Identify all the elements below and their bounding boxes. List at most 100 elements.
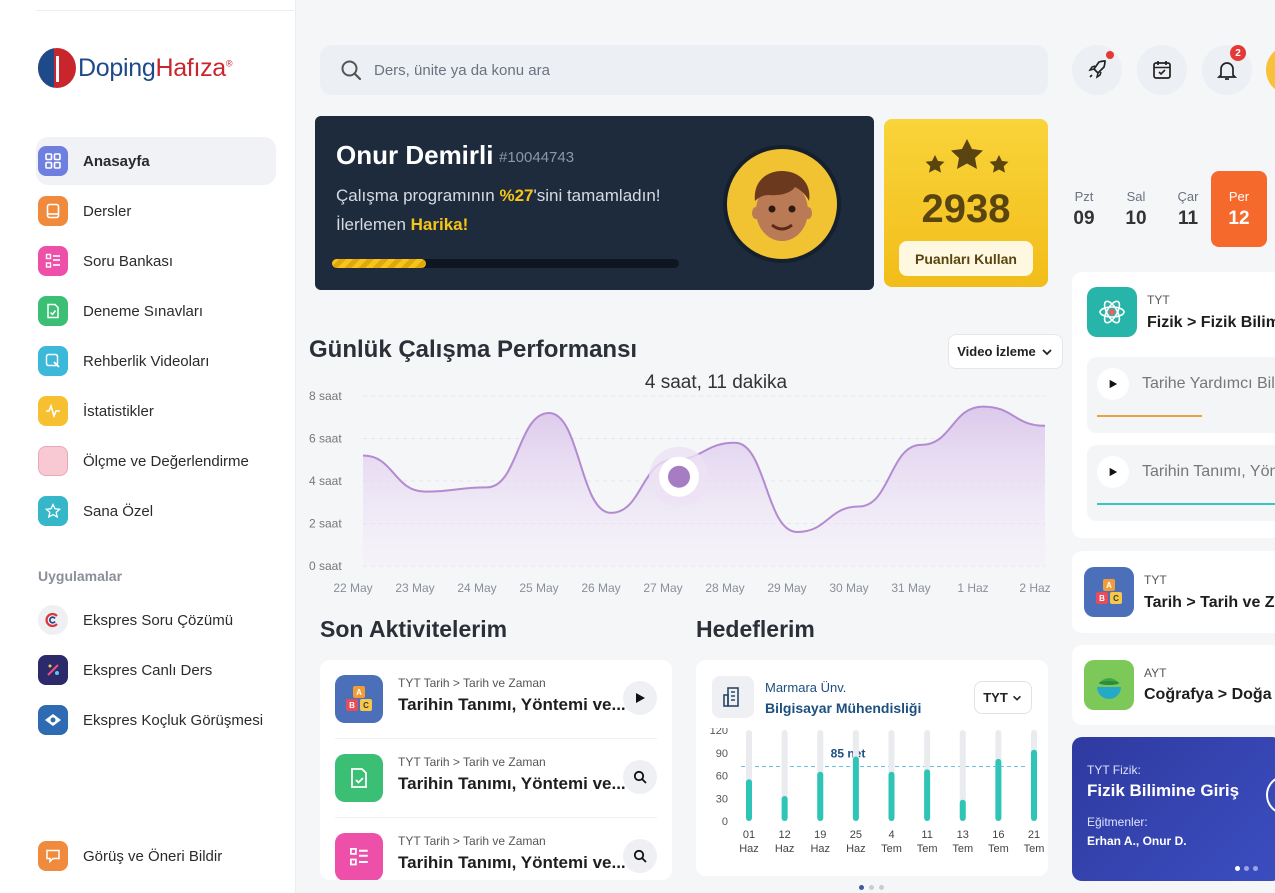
logo[interactable]: DopingHafıza® bbox=[38, 48, 233, 88]
message-icon bbox=[38, 841, 68, 871]
promo-dot[interactable] bbox=[1253, 866, 1258, 871]
date-item-selected[interactable]: Per 12 bbox=[1211, 171, 1267, 247]
search-input[interactable]: Ders, ünite ya da konu ara bbox=[374, 61, 550, 79]
y-tick-label: 6 saat bbox=[309, 432, 342, 446]
sidebar-app-ekspres-kocluk[interactable]: Ekspres Koçluk Görüşmesi bbox=[36, 696, 276, 744]
sidebar-item-dersler[interactable]: Dersler bbox=[36, 187, 276, 235]
sidebar: DopingHafıza® Anasayfa Dersler Soru Bank… bbox=[0, 0, 296, 893]
university-name: Marmara Ünv. bbox=[765, 680, 847, 695]
x-tick-label: Haz bbox=[810, 843, 830, 855]
apps-section-label: Uygulamalar bbox=[38, 568, 123, 584]
list-item[interactable]: TYT Tarih > Tarih ve Zaman Tarihin Tanım… bbox=[335, 754, 657, 816]
video-icon bbox=[38, 346, 68, 376]
list-item[interactable]: TYT Tarih > Tarih ve Zaman Tarihin Tanım… bbox=[335, 833, 657, 880]
sidebar-app-ekspres-soru-cozumu[interactable]: Ekspres Soru Çözümü bbox=[36, 596, 276, 644]
promo-play-button[interactable] bbox=[1266, 775, 1275, 815]
sidebar-item-label: Ekspres Koçluk Görüşmesi bbox=[83, 711, 264, 729]
search-icon bbox=[633, 770, 647, 784]
user-name: Onur Demirli bbox=[336, 140, 494, 170]
goals-card: Marmara Ünv. Bilgisayar Mühendisliği TYT… bbox=[696, 660, 1048, 876]
calendar-icon bbox=[1153, 61, 1171, 79]
sidebar-item-istatistikler[interactable]: İstatistikler bbox=[36, 387, 276, 435]
svg-text:B: B bbox=[349, 701, 355, 710]
sidebar-app-ekspres-canli-ders[interactable]: Ekspres Canlı Ders bbox=[36, 646, 276, 694]
promo-card[interactable]: TYT Fizik: Fizik Bilimine Giriş Eğitmenl… bbox=[1072, 737, 1275, 881]
divider bbox=[335, 738, 657, 739]
sidebar-item-soru-bankasi[interactable]: Soru Bankası bbox=[36, 237, 276, 285]
promo-dot[interactable] bbox=[1235, 866, 1240, 871]
sidebar-item-olcme-degerlendirme[interactable]: Ölçme ve Değerlendirme bbox=[36, 437, 276, 485]
x-tick-label: 31 May bbox=[891, 581, 930, 595]
video-title: Tarihe Yardımcı Bili bbox=[1142, 375, 1275, 392]
pager-dot-active[interactable] bbox=[859, 885, 864, 890]
progress-rating: İlerlemen Harika! bbox=[336, 215, 469, 234]
logo-text: DopingHafıza® bbox=[78, 53, 233, 82]
notifications-button[interactable]: 2 bbox=[1202, 45, 1252, 95]
document-check-icon bbox=[335, 754, 383, 802]
sidebar-item-label: Dersler bbox=[83, 202, 132, 220]
y-tick-label: 4 saat bbox=[309, 474, 342, 488]
x-tick-label: 4 bbox=[888, 829, 894, 841]
video-title: Tarihin Tanımı, Yön bbox=[1142, 463, 1275, 480]
stars-icon bbox=[922, 137, 1012, 188]
profile-card: Onur Demirli #10044743 Çalışma programın… bbox=[315, 116, 874, 290]
user-avatar-button[interactable] bbox=[1266, 45, 1275, 95]
x-tick-label: 24 May bbox=[457, 581, 496, 595]
play-button[interactable] bbox=[1097, 368, 1129, 400]
course-tag: TYT bbox=[1144, 573, 1167, 587]
rocket-button[interactable] bbox=[1072, 45, 1122, 95]
promo-teachers-label: Eğitmenler: bbox=[1087, 815, 1148, 829]
sidebar-item-deneme-sinavlari[interactable]: Deneme Sınavları bbox=[36, 287, 276, 335]
course-card[interactable]: AYT Coğrafya > Doğa v bbox=[1072, 645, 1275, 725]
promo-tag: TYT Fizik: bbox=[1087, 763, 1141, 777]
play-icon bbox=[1109, 379, 1118, 389]
video-item[interactable]: Tarihe Yardımcı Bili bbox=[1087, 357, 1275, 433]
goals-chart: 0 30 60 90 120 85 net 01 Haz 12 Haz 19 Haz 25 Haz 4 Tem… bbox=[710, 728, 1045, 855]
sidebar-item-anasayfa[interactable]: Anasayfa bbox=[36, 137, 276, 185]
bell-icon bbox=[1216, 62, 1238, 80]
use-points-button[interactable]: Puanları Kullan bbox=[899, 241, 1033, 276]
y-tick-label: 60 bbox=[716, 771, 728, 783]
activities-title: Son Aktivitelerim bbox=[320, 616, 508, 642]
promo-teachers: Erhan A., Onur D. bbox=[1087, 834, 1187, 848]
list-icon bbox=[335, 833, 383, 880]
date-item[interactable]: Pzt 09 bbox=[1073, 189, 1095, 229]
atom-icon bbox=[1087, 287, 1137, 337]
bar bbox=[781, 795, 788, 821]
sidebar-item-sana-ozel[interactable]: Sana Özel bbox=[36, 487, 276, 535]
performance-filter-select[interactable]: Video İzleme bbox=[948, 334, 1063, 369]
express-solution-icon bbox=[38, 605, 68, 635]
exam-type-label: TYT bbox=[983, 690, 1008, 705]
sidebar-item-label: Ekspres Canlı Ders bbox=[83, 661, 213, 679]
play-button[interactable] bbox=[1097, 456, 1129, 488]
activity-subtitle: TYT Tarih > Tarih ve Zaman bbox=[398, 834, 546, 848]
date-item[interactable]: Sal 10 bbox=[1125, 189, 1147, 229]
date-item[interactable]: Çar 11 bbox=[1177, 189, 1199, 229]
search-button[interactable] bbox=[623, 760, 657, 794]
calendar-button[interactable] bbox=[1137, 45, 1187, 95]
search-button[interactable] bbox=[623, 839, 657, 873]
x-tick-label: Tem bbox=[988, 843, 1009, 855]
exam-type-select[interactable]: TYT bbox=[974, 681, 1032, 714]
sidebar-item-rehberlik-videolari[interactable]: Rehberlik Videoları bbox=[36, 337, 276, 385]
promo-dot[interactable] bbox=[1244, 866, 1249, 871]
play-button[interactable] bbox=[623, 681, 657, 715]
bar bbox=[746, 779, 752, 821]
pager-dot[interactable] bbox=[869, 885, 874, 890]
feedback-button[interactable]: Görüş ve Öneri Bildir bbox=[36, 832, 276, 880]
video-item[interactable]: Tarihin Tanımı, Yön bbox=[1087, 445, 1275, 521]
svg-text:C: C bbox=[1113, 594, 1119, 603]
search-bar[interactable]: Ders, ünite ya da konu ara bbox=[320, 45, 1048, 95]
pager-dot[interactable] bbox=[879, 885, 884, 890]
x-tick-label: 1 Haz bbox=[957, 581, 988, 595]
svg-text:C: C bbox=[363, 701, 369, 710]
y-tick-label: 90 bbox=[716, 748, 728, 760]
points-value: 2938 bbox=[921, 187, 1011, 231]
svg-text:B: B bbox=[1099, 594, 1105, 603]
bar bbox=[852, 756, 859, 821]
x-tick-label: 26 May bbox=[581, 581, 620, 595]
x-tick-label: Haz bbox=[739, 843, 759, 855]
